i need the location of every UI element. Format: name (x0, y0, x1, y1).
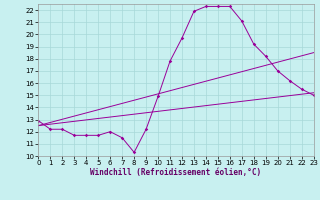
X-axis label: Windchill (Refroidissement éolien,°C): Windchill (Refroidissement éolien,°C) (91, 168, 261, 177)
